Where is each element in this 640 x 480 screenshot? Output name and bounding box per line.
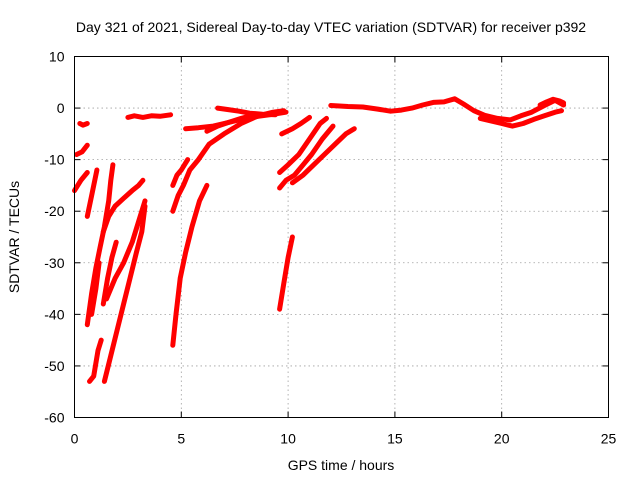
data-series-trace-20 — [277, 123, 336, 191]
data-series-trace-10 — [104, 198, 148, 302]
data-series-trace-6 — [87, 337, 104, 384]
y-tick-label: -20 — [44, 203, 64, 219]
data-series-trace-23 — [279, 114, 312, 137]
y-tick-label: -50 — [44, 358, 64, 374]
x-tick-label: 25 — [601, 431, 617, 447]
x-axis-label: GPS time / hours — [288, 457, 395, 473]
data-series-trace-26 — [537, 96, 567, 108]
data-series-trace-18 — [215, 105, 278, 118]
x-tick-label: 10 — [280, 431, 296, 447]
y-tick-label: -60 — [44, 410, 64, 426]
data-series-trace-13 — [170, 182, 210, 348]
x-tick-label: 5 — [177, 431, 185, 447]
data-series-trace-3 — [77, 121, 90, 128]
plot-frame — [74, 56, 609, 418]
y-axis-label: SDTVAR / TECUs — [6, 181, 22, 293]
y-tick-label: 10 — [49, 49, 65, 65]
data-series-trace-5 — [84, 162, 116, 328]
data-series-trace-11 — [100, 177, 146, 235]
y-tick-label: 0 — [57, 100, 65, 116]
x-tick-label: 0 — [71, 431, 79, 447]
data-series-trace-15 — [170, 157, 191, 188]
data-series-trace-21 — [277, 115, 329, 175]
data-series-trace-7 — [89, 260, 102, 317]
data-series-trace-12 — [125, 112, 174, 120]
data-series-trace-2 — [74, 142, 90, 157]
data-series-trace-1 — [72, 170, 90, 194]
data-series-trace-17 — [204, 111, 259, 134]
data-series-trace-9 — [101, 203, 148, 384]
data-series-trace-4 — [84, 167, 100, 219]
chart-title: Day 321 of 2021, Sidereal Day-to-day VTE… — [76, 19, 586, 35]
y-tick-label: -10 — [44, 152, 64, 168]
y-tick-label: -40 — [44, 306, 64, 322]
data-series-trace-22 — [289, 126, 357, 186]
data-series-trace-24 — [328, 96, 567, 123]
data-series-trace-25 — [477, 108, 564, 129]
x-tick-label: 15 — [387, 431, 403, 447]
x-tick-label: 20 — [494, 431, 510, 447]
data-series-trace-19 — [277, 234, 295, 312]
data-traces — [72, 96, 567, 384]
data-series-trace-8 — [100, 239, 119, 307]
y-tick-label: -30 — [44, 255, 64, 271]
